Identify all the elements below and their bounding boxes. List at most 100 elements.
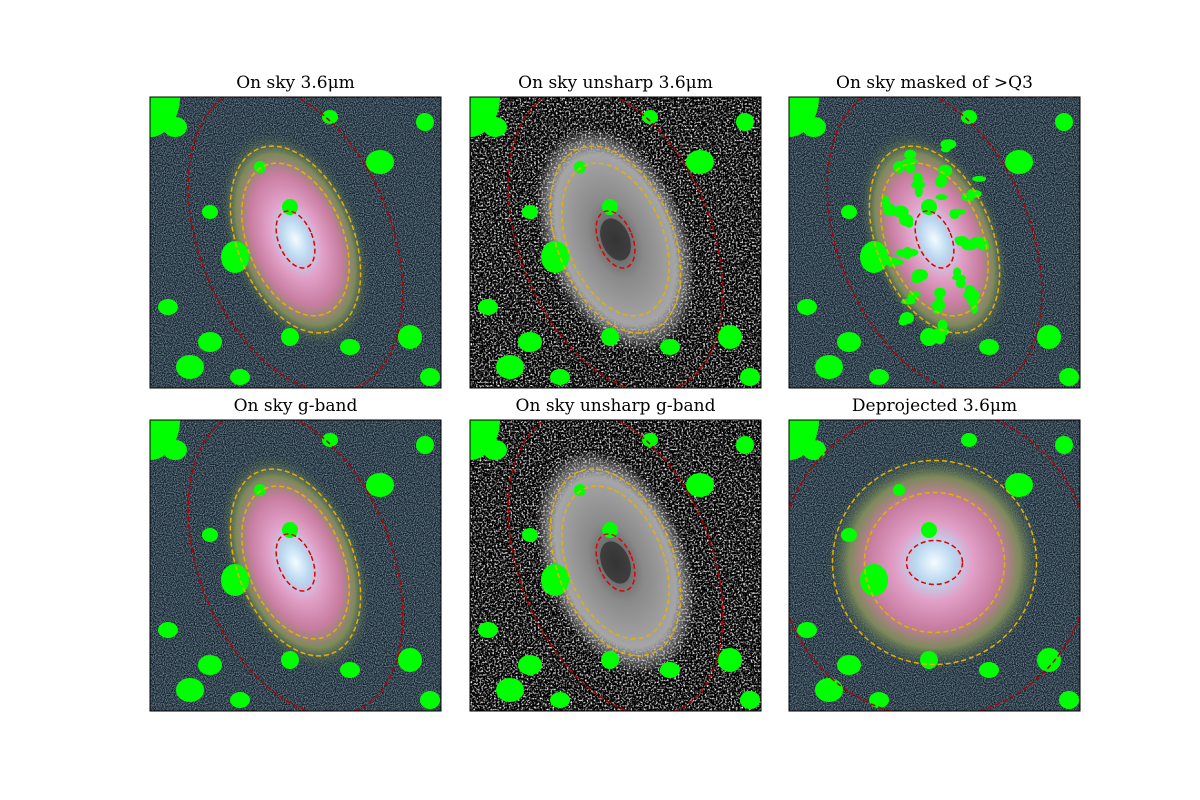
mask-blob [281,328,299,346]
panel-image [150,97,441,388]
mask-blob [420,691,440,709]
mask-blob [950,208,967,215]
mask-blob [322,433,338,447]
mask-blob [1059,691,1079,709]
mask-blob [869,692,889,708]
mask-blob [961,433,977,447]
mask-blob [518,655,542,675]
isophote [863,491,1006,634]
mask-blob [920,651,938,669]
mask-blob [660,662,680,678]
mask-blob [797,622,817,638]
mask-blob [789,97,819,137]
mask-blob [881,195,890,206]
mask-blob [1005,150,1033,174]
mask-blob [935,194,948,201]
mask-blob [366,473,394,497]
isophote [868,145,1001,334]
mask-blob [961,110,977,124]
isophote [549,145,682,334]
mask-blob [221,564,249,596]
isophote [561,162,670,317]
mask-blob [340,662,360,678]
mask-blob [176,678,204,702]
isophote [595,533,636,592]
mask-blob [230,369,250,385]
mask-blob [660,339,680,355]
mask-blob [740,368,760,386]
mask-blob [483,440,507,460]
mask-blob [541,241,569,273]
mask-blob [860,564,888,596]
mask-blob [150,420,180,460]
mask-blob [230,692,250,708]
panel-image [789,97,1080,388]
mask-blob [1059,368,1079,386]
mask-blob [736,113,754,131]
isophote [880,162,989,317]
mask-blob [398,325,422,349]
isophote [241,485,350,640]
mask-blob [483,117,507,137]
mask-blob [470,420,500,460]
mask-blob [931,300,946,311]
panel: On sky unsharp 3.6μm [469,73,762,389]
isophote [229,145,362,334]
mask-blob [254,484,266,496]
isophote [549,468,682,657]
mask-blob [904,149,917,160]
mask-blob [550,369,570,385]
mask-blob [322,110,338,124]
frame [788,96,1081,389]
mask-blob [892,205,909,218]
mask-blob [740,691,760,709]
mask-blob [366,150,394,174]
mask-blob [841,205,857,219]
mask-blob [934,287,947,298]
isophote [241,162,350,317]
isophote [229,468,362,657]
isophote [595,210,636,269]
mask-blob [837,332,861,352]
mask-blob [163,117,187,137]
mask-blob [961,240,978,251]
mask-blob [1005,473,1033,497]
panel-image [789,420,1080,711]
mask-blob [837,655,861,675]
mask-blob [601,651,619,669]
mask-blob [802,440,826,460]
core [600,541,631,584]
mask-blob [281,651,299,669]
mask-blob [893,161,905,173]
mask-blob [1037,648,1061,672]
frame [469,419,762,712]
mask-blob [981,242,990,251]
mask-blob [1037,325,1061,349]
mask-blob [496,678,524,702]
mask-blob [1055,436,1073,454]
mask-blob [1055,113,1073,131]
panel-title: Deprojected 3.6μm [852,396,1017,416]
panel-title: On sky masked of >Q3 [836,73,1033,93]
mask-blob [869,369,889,385]
isophote [561,485,670,640]
panel: Deprojected 3.6μm [788,396,1081,712]
mask-blob [574,161,586,173]
galaxy [824,452,1045,673]
mask-blob [718,648,742,672]
frame [149,419,442,712]
mask-blob [932,308,943,315]
mask-blob [198,332,222,352]
mask-blob [522,528,538,542]
mask-blob [905,163,916,174]
panel: On sky 3.6μm [149,73,442,389]
mask-blob [176,355,204,379]
mask-blob [901,298,916,305]
mask-blob [198,655,222,675]
mask-blob [642,433,658,447]
mask-blob [202,205,218,219]
mask-blob [470,97,500,137]
panel-image [470,97,761,388]
mask-blob [718,325,742,349]
mask-blob [911,275,924,284]
